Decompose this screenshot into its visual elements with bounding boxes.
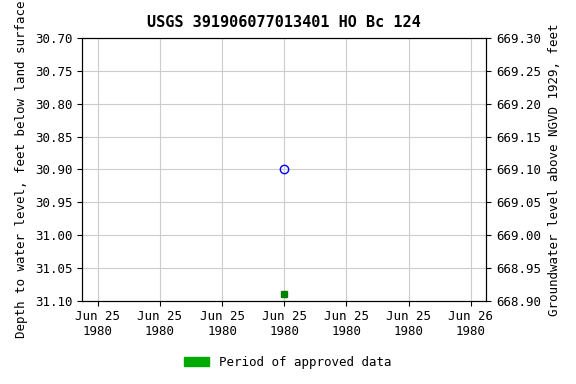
Title: USGS 391906077013401 HO Bc 124: USGS 391906077013401 HO Bc 124 — [147, 15, 421, 30]
Y-axis label: Depth to water level, feet below land surface: Depth to water level, feet below land su… — [15, 1, 28, 338]
Y-axis label: Groundwater level above NGVD 1929, feet: Groundwater level above NGVD 1929, feet — [548, 23, 561, 316]
Legend: Period of approved data: Period of approved data — [179, 351, 397, 374]
